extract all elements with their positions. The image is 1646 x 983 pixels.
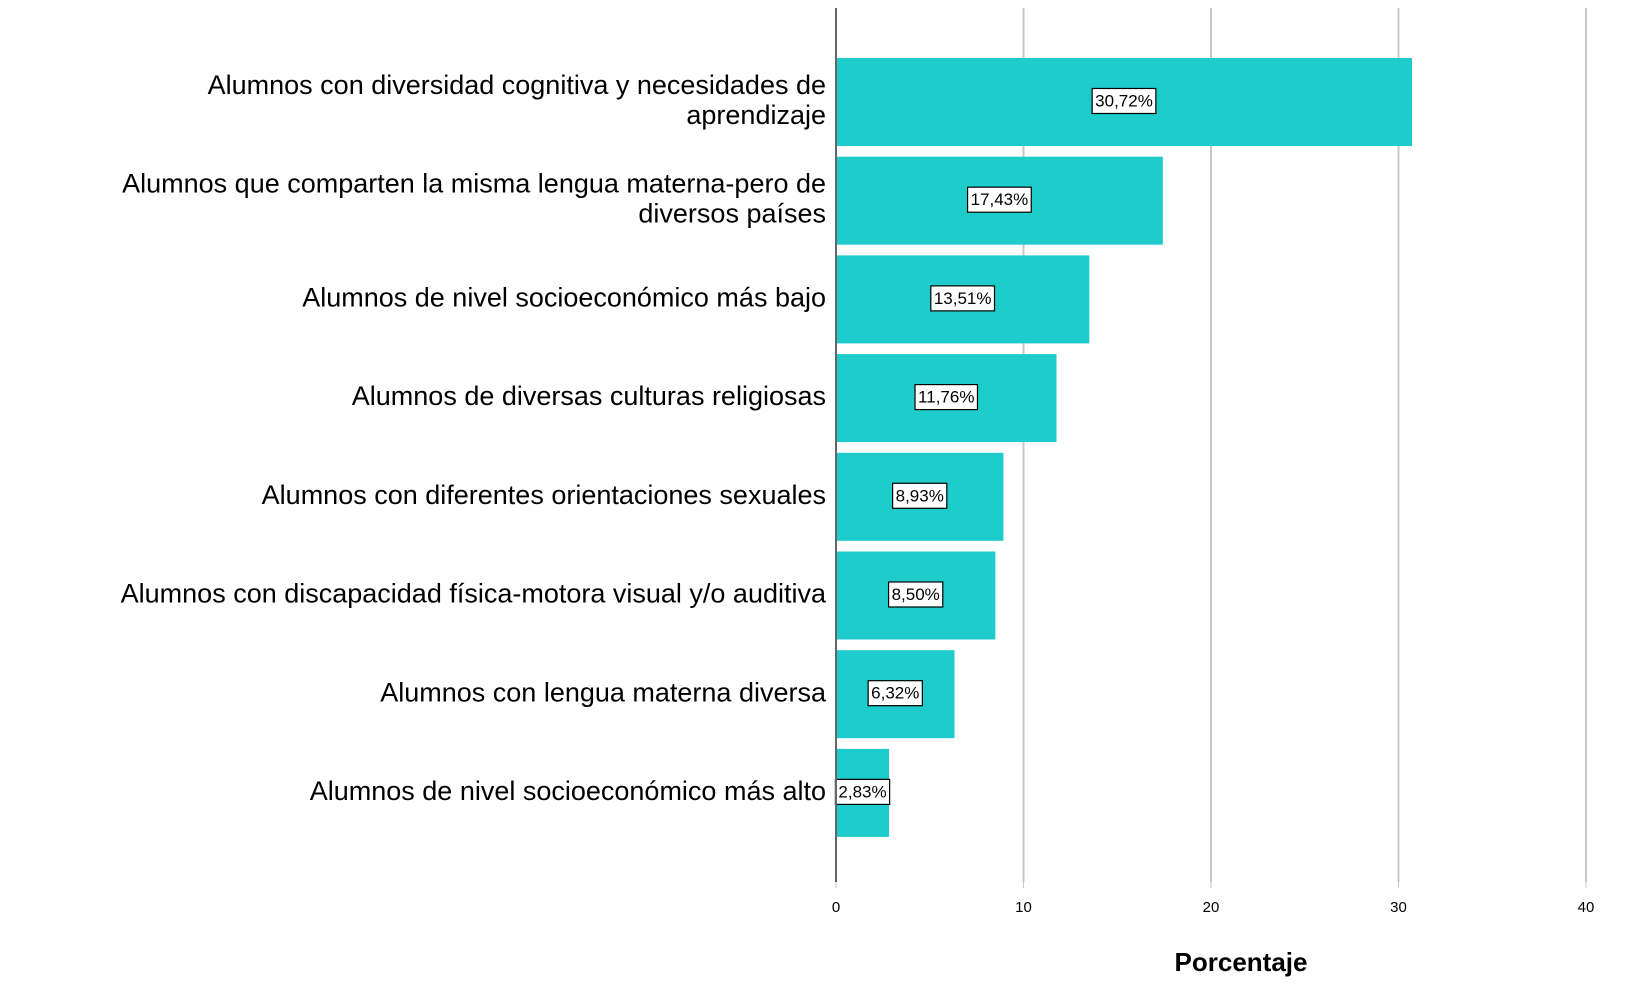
data-label-box [834, 778, 891, 805]
y-tick-label: Alumnos con diversidad cognitiva y neces… [208, 70, 826, 130]
data-label-box [966, 186, 1032, 213]
data-label: 8,50% [892, 585, 940, 604]
x-tick-label: 20 [1203, 899, 1220, 916]
data-label: 13,51% [934, 289, 992, 308]
x-tick-label: 30 [1390, 899, 1407, 916]
y-tick-label: Alumnos de nivel socioeconómico más bajo [302, 283, 826, 313]
x-tick-label: 10 [1015, 899, 1032, 916]
x-tick-label: 40 [1578, 899, 1595, 916]
x-axis-label: Porcentaje [1175, 947, 1308, 977]
data-label: 8,93% [896, 486, 944, 505]
data-label-box [892, 482, 948, 509]
data-label-box [930, 285, 996, 312]
data-label-box [887, 581, 944, 608]
y-tick-label: Alumnos de nivel socioeconómico más alto [310, 776, 826, 806]
y-tick-label: Alumnos con discapacidad física-motora v… [121, 579, 827, 609]
y-tick-label: Alumnos con diferentes orientaciones sex… [262, 480, 826, 510]
x-tick-label: 0 [832, 899, 840, 916]
data-label-box [914, 383, 979, 411]
data-label-box [1091, 87, 1157, 115]
y-tick-label: Alumnos de diversas culturas religiosas [352, 381, 826, 411]
data-label: 6,32% [871, 684, 919, 703]
y-tick-label: Alumnos que comparten la misma lengua ma… [122, 169, 826, 229]
data-label: 30,72% [1095, 91, 1153, 110]
y-tick-label: Alumnos con lengua materna diversa [380, 677, 827, 707]
data-label: 17,43% [971, 190, 1029, 209]
data-label-box [867, 680, 923, 707]
data-label: 11,76% [918, 388, 974, 407]
data-label: 2,83% [838, 782, 886, 801]
